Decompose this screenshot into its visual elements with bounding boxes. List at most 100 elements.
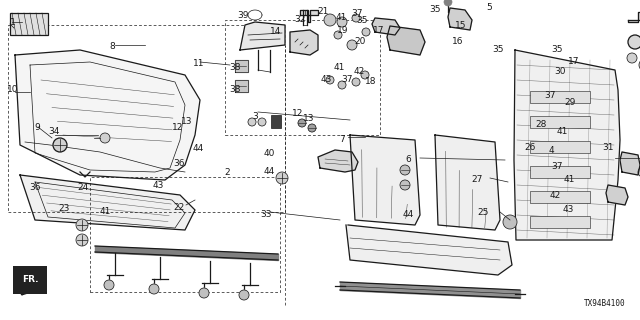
Text: 43: 43 (321, 76, 332, 84)
Text: 35: 35 (356, 16, 367, 25)
Text: 37: 37 (551, 162, 563, 171)
Text: 5: 5 (487, 4, 492, 12)
Text: 21: 21 (317, 7, 329, 16)
Text: 41: 41 (564, 175, 575, 184)
Circle shape (639, 59, 640, 71)
Bar (10, 13, 48, 35)
Circle shape (104, 280, 114, 290)
Circle shape (337, 17, 347, 27)
Text: 9: 9 (35, 124, 40, 132)
Polygon shape (318, 150, 358, 172)
Text: 36: 36 (29, 183, 41, 192)
Circle shape (627, 53, 637, 63)
Circle shape (199, 288, 209, 298)
Text: TX94B4100: TX94B4100 (584, 299, 625, 308)
Text: 43: 43 (153, 181, 164, 190)
Text: 38: 38 (230, 63, 241, 72)
Text: 44: 44 (263, 167, 275, 176)
Circle shape (258, 118, 266, 126)
Text: 8: 8 (109, 42, 115, 51)
Text: 16: 16 (452, 37, 463, 46)
Bar (530, 166, 590, 178)
Text: 41: 41 (100, 207, 111, 216)
Text: 35: 35 (429, 5, 441, 14)
Text: 13: 13 (303, 114, 314, 123)
Text: 35: 35 (551, 45, 563, 54)
Circle shape (76, 234, 88, 246)
Polygon shape (448, 8, 472, 30)
Text: 26: 26 (524, 143, 536, 152)
Text: 19: 19 (337, 26, 348, 35)
Bar (530, 191, 590, 203)
Polygon shape (372, 18, 400, 35)
Bar (530, 91, 590, 103)
Circle shape (352, 14, 360, 22)
Bar (90, 177, 280, 292)
Text: 12: 12 (172, 124, 184, 132)
Circle shape (100, 133, 110, 143)
Text: 29: 29 (564, 98, 575, 107)
Polygon shape (628, 12, 640, 22)
Text: 7: 7 (340, 135, 345, 144)
Circle shape (149, 284, 159, 294)
Text: 6: 6 (406, 156, 411, 164)
Circle shape (334, 31, 342, 39)
Text: 18: 18 (365, 77, 377, 86)
Text: 44: 44 (193, 144, 204, 153)
Text: 1: 1 (10, 18, 15, 27)
Polygon shape (290, 30, 318, 55)
Text: 23: 23 (58, 204, 70, 213)
Text: 34: 34 (49, 127, 60, 136)
Text: 30: 30 (554, 68, 566, 76)
Text: 36: 36 (173, 159, 185, 168)
Bar (271, 115, 281, 128)
Circle shape (76, 219, 88, 231)
Circle shape (298, 119, 306, 127)
Text: 44: 44 (403, 210, 414, 219)
Circle shape (503, 215, 517, 229)
Bar (530, 141, 590, 153)
Text: 22: 22 (173, 204, 185, 212)
Text: 10: 10 (7, 85, 19, 94)
Text: 31: 31 (602, 143, 614, 152)
Polygon shape (240, 22, 285, 50)
Text: 41: 41 (333, 63, 345, 72)
Circle shape (400, 165, 410, 175)
Text: 15: 15 (455, 21, 467, 30)
Circle shape (324, 14, 336, 26)
Text: 25: 25 (477, 208, 489, 217)
Circle shape (400, 180, 410, 190)
Polygon shape (20, 175, 195, 230)
Text: 14: 14 (269, 28, 281, 36)
Text: 38: 38 (230, 85, 241, 94)
Circle shape (361, 71, 369, 79)
Text: 17: 17 (373, 26, 385, 35)
Text: FR.: FR. (22, 276, 38, 284)
Circle shape (362, 28, 370, 36)
Text: 37: 37 (351, 9, 363, 18)
Circle shape (444, 0, 452, 6)
Text: 37: 37 (341, 76, 353, 84)
Text: 35: 35 (492, 45, 504, 54)
Text: 32: 32 (294, 15, 305, 24)
Polygon shape (300, 10, 318, 22)
Text: 42: 42 (354, 68, 365, 76)
Text: 13: 13 (181, 117, 193, 126)
Polygon shape (606, 185, 628, 205)
Circle shape (338, 81, 346, 89)
Circle shape (276, 172, 288, 184)
Text: 27: 27 (471, 175, 483, 184)
Circle shape (347, 40, 357, 50)
Text: 4: 4 (549, 146, 554, 155)
Text: 28: 28 (535, 120, 547, 129)
Circle shape (326, 76, 334, 84)
Bar (530, 116, 590, 128)
Circle shape (239, 290, 249, 300)
Text: 12: 12 (292, 109, 303, 118)
Text: 37: 37 (545, 92, 556, 100)
Text: 41: 41 (556, 127, 568, 136)
Polygon shape (435, 135, 500, 230)
Text: 39: 39 (237, 12, 249, 20)
Text: 3: 3 (252, 112, 257, 121)
Text: 43: 43 (563, 205, 574, 214)
